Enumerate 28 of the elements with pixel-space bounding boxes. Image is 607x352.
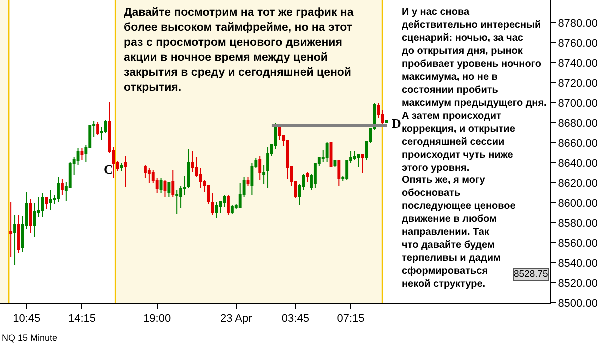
text: Опять же, я могу обосновать последующее ценовое движение в любом направлении. Так что давайте будем терпеливы и дадим сформироваться некой структуре. [402, 175, 516, 290]
x-tick-label: 07:15 [337, 313, 365, 326]
y-tick-label: 8540.00 [558, 258, 598, 270]
x-tick-label: 14:15 [68, 313, 96, 326]
x-tick-label: 03:45 [282, 313, 310, 326]
y-tick-label: 8760.00 [558, 38, 598, 50]
y-tick-label: 8560.00 [558, 238, 598, 250]
y-tick-label: 8580.00 [558, 218, 598, 230]
y-tick-label: 8680.00 [558, 118, 598, 130]
y-tick-label: 8500.00 [558, 298, 598, 310]
x-tick-label: 19:00 [144, 313, 172, 326]
annotation: D [392, 116, 402, 131]
y-tick-label: 8600.00 [558, 198, 598, 210]
y-tick-label: 8620.00 [558, 178, 598, 190]
annotation: 8528.75 [514, 269, 548, 280]
x-tick-label: 10:45 [13, 313, 41, 326]
y-tick-label: 8740.00 [558, 58, 598, 70]
annotation: C [104, 162, 114, 177]
y-tick-label: 8520.00 [558, 278, 598, 290]
x-tick-label: 23 Apr [220, 313, 253, 326]
y-tick-label: 8660.00 [558, 138, 598, 150]
y-tick-label: 8640.00 [558, 158, 598, 170]
text: NQ 15 Minute [2, 333, 58, 343]
y-tick-label: 8700.00 [558, 98, 598, 110]
y-tick-label: 8720.00 [558, 78, 598, 90]
text: И у нас снова действительно интересный сценарий: ночью, за час до открытия дня, рынок пробивает уровень ночного максимума, но не в состоянии пробить максимум предыдущего дня. А затем происходит коррекция, и открытие сегодняшней сессии происходит чуть ниже этого уровня. [402, 7, 547, 174]
annotation: Давайте посмотрим на тот же график на более высоком таймфрейме, но на этот раз с просмотром ценового движения акции в ночное время между ценой закрытия в среду и сегодняшней ценой открытия. [124, 7, 354, 94]
y-tick-label: 8780.00 [558, 18, 598, 30]
